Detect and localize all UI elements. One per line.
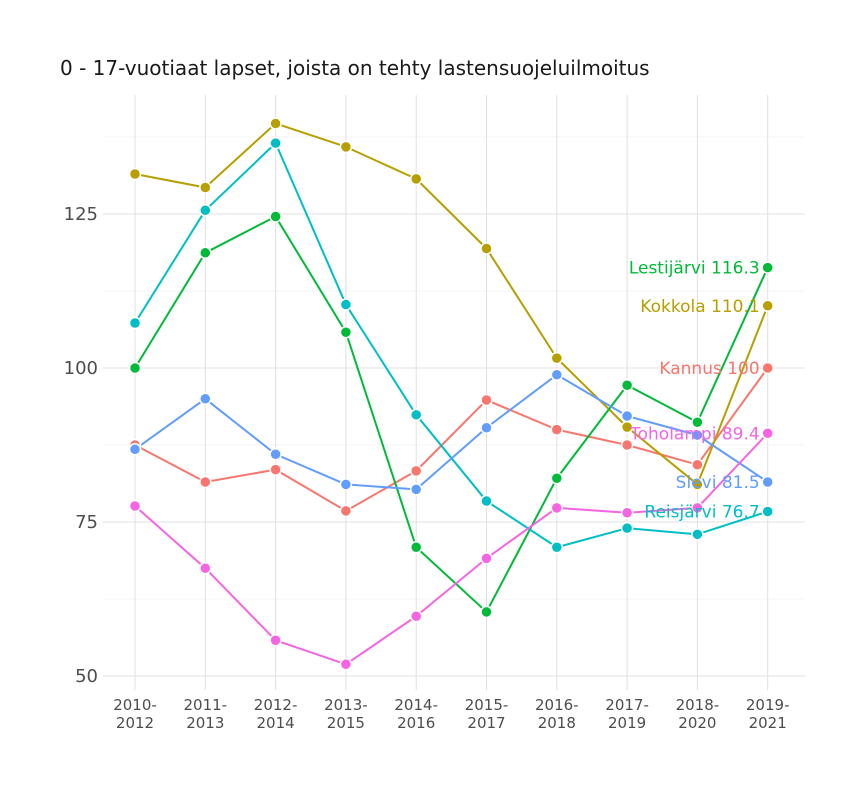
data-point-sievi: [691, 428, 704, 442]
series-line-lestijärvi: [134, 215, 769, 613]
data-point-sievi: [128, 443, 142, 456]
data-point-toholampi: [199, 561, 212, 575]
data-point-sievi: [480, 421, 493, 435]
x-tick-label: 2010-2012: [113, 696, 157, 732]
data-point-kannus: [199, 475, 212, 489]
data-point-kokkola: [128, 167, 142, 181]
data-point-toholampi: [761, 427, 774, 440]
x-tick-label: 2017-2019: [605, 696, 649, 732]
data-point-reisjärvi: [691, 528, 704, 541]
data-point-kannus: [339, 504, 353, 518]
minor-gridlines: [103, 136, 805, 600]
y-tick-label: 75: [75, 512, 98, 533]
data-point-lestijärvi: [691, 415, 704, 429]
data-point-sievi: [409, 483, 423, 496]
data-point-lestijärvi: [620, 378, 634, 392]
data-point-sievi: [199, 392, 212, 406]
data-point-kokkola: [550, 351, 564, 365]
data-point-lestijärvi: [480, 605, 493, 619]
data-point-reisjärvi: [761, 505, 774, 518]
x-tick-label: 2014-2016: [394, 696, 438, 732]
data-point-kannus: [269, 463, 282, 476]
data-point-lestijärvi: [409, 541, 423, 554]
data-point-sievi: [761, 475, 774, 489]
major-gridlines: [103, 95, 805, 690]
data-point-lestijärvi: [550, 472, 564, 485]
data-point-reisjärvi: [269, 136, 282, 150]
series-lines: [134, 122, 769, 666]
x-tick-label: 2013-2015: [324, 696, 368, 732]
data-point-toholampi: [691, 501, 704, 515]
end-label-kannus: Kannus 100: [659, 359, 759, 379]
end-label-sievi: Sievi 81.5: [676, 473, 760, 493]
x-axis-tick-labels: 2010-2012 2011-2013 2012-2014 2013-2015 2014…: [113, 696, 789, 732]
data-point-reisjärvi: [480, 494, 493, 508]
data-point-lestijärvi: [269, 210, 282, 223]
chart-title: 0 - 17-vuotiaat lapset, joista on tehty …: [60, 56, 650, 80]
series-points: [128, 117, 774, 671]
end-label-kokkola: Kokkola 110.1: [640, 297, 759, 317]
end-label-lestijärvi: Lestijärvi 116.3: [629, 259, 760, 279]
data-point-kokkola: [691, 478, 704, 491]
y-axis-tick-labels: 50 75 100 125: [64, 204, 98, 687]
data-point-lestijärvi: [761, 261, 774, 274]
data-point-reisjärvi: [409, 408, 423, 422]
data-point-kannus: [480, 393, 493, 407]
data-point-reisjärvi: [128, 316, 142, 330]
y-tick-label: 100: [64, 358, 98, 379]
y-tick-label: 50: [75, 666, 98, 687]
data-point-kokkola: [339, 140, 353, 154]
series-line-toholampi: [134, 432, 769, 666]
data-point-toholampi: [620, 506, 634, 520]
data-point-toholampi: [339, 658, 353, 671]
data-point-toholampi: [480, 552, 493, 565]
data-point-toholampi: [128, 499, 142, 513]
x-tick-label: 2019-2021: [746, 696, 790, 732]
x-tick-label: 2012-2014: [254, 696, 298, 732]
series-end-labels: Kannus 100 Kokkola 110.1 Lestijärvi 116.3 R…: [629, 259, 760, 523]
data-point-reisjärvi: [550, 541, 564, 554]
data-point-toholampi: [550, 501, 564, 515]
data-point-kokkola: [480, 242, 493, 255]
y-tick-label: 125: [64, 204, 98, 225]
data-point-lestijärvi: [128, 361, 142, 375]
data-point-kannus: [409, 464, 423, 478]
data-point-kokkola: [761, 299, 774, 313]
data-point-sievi: [339, 478, 353, 491]
data-point-sievi: [550, 368, 564, 382]
data-point-kokkola: [199, 181, 212, 194]
data-point-kannus: [761, 361, 774, 375]
series-line-kokkola: [134, 122, 769, 486]
data-point-reisjärvi: [339, 298, 353, 311]
data-point-sievi: [269, 447, 282, 461]
x-tick-label: 2015-2017: [465, 696, 509, 732]
data-point-sievi: [620, 409, 634, 423]
x-tick-label: 2011-2013: [184, 696, 228, 732]
data-point-reisjärvi: [620, 521, 634, 535]
data-point-lestijärvi: [339, 326, 353, 339]
data-point-kannus: [691, 458, 704, 471]
data-point-kannus: [620, 438, 634, 452]
series-line-sievi: [134, 373, 769, 491]
data-point-lestijärvi: [199, 246, 212, 260]
data-point-toholampi: [409, 609, 423, 623]
data-point-toholampi: [269, 634, 282, 647]
series-line-reisjärvi: [134, 142, 769, 549]
data-point-kokkola: [269, 117, 282, 130]
data-point-kannus: [550, 423, 564, 436]
end-label-toholampi: Toholampi 89.4: [629, 424, 760, 444]
x-tick-label: 2018-2020: [676, 696, 720, 732]
x-tick-label: 2016-2018: [535, 696, 579, 732]
end-label-reisjärvi: Reisjärvi 76.7: [644, 503, 759, 523]
data-point-reisjärvi: [199, 204, 212, 217]
data-point-kokkola: [409, 172, 423, 186]
